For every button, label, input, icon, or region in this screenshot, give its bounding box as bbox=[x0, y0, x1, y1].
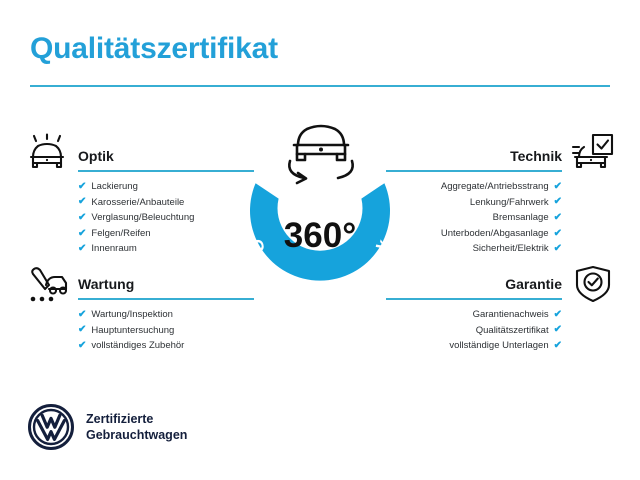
list-item-label: Unterboden/Abgasanlage bbox=[440, 227, 549, 239]
list-item: Sicherheit/Elektrik ✔ bbox=[386, 241, 562, 257]
section-divider bbox=[386, 170, 562, 172]
list-item-label: vollständige Unterlagen bbox=[449, 340, 549, 352]
list-item: Qualitätszertifikat ✔ bbox=[386, 323, 562, 339]
section-header: Garantie bbox=[386, 274, 562, 300]
check-icon: ✔ bbox=[78, 211, 87, 223]
section-title: Optik bbox=[78, 148, 114, 164]
list-item-label: Innenraum bbox=[91, 243, 137, 255]
checklist: Aggregate/Antriebsstrang ✔ Lenkung/Fahrwe… bbox=[386, 179, 562, 257]
section-divider bbox=[386, 298, 562, 300]
check-icon: ✔ bbox=[553, 243, 562, 255]
list-item-label: Karosserie/Anbauteile bbox=[91, 196, 185, 208]
check-icon: ✔ bbox=[78, 324, 87, 336]
check-icon: ✔ bbox=[553, 308, 562, 320]
section-wartung: Wartung ✔ Wartung/Inspektion ✔ Hauptunters… bbox=[78, 274, 254, 354]
list-item-label: Hauptuntersuchung bbox=[91, 324, 175, 336]
checklist: Garantienachweis ✔ Qualitätszertifikat ✔ v… bbox=[386, 307, 562, 354]
list-item: ✔ vollständiges Zubehör bbox=[78, 338, 254, 354]
check-icon: ✔ bbox=[553, 324, 562, 336]
checklist: ✔ Lackierung ✔ Karosserie/Anbauteile ✔ Verg… bbox=[78, 179, 254, 257]
list-item-label: Wartung/Inspektion bbox=[91, 309, 173, 320]
section-divider bbox=[78, 298, 254, 300]
page-title: Qualitätszertifikat bbox=[30, 32, 278, 65]
footer-line-2: Gebrauchtwagen bbox=[86, 428, 188, 442]
badge-ring bbox=[250, 183, 390, 281]
list-item: ✔ Wartung/Inspektion bbox=[78, 307, 254, 323]
list-item: ✔ Hauptuntersuchung bbox=[78, 323, 254, 339]
list-item-label: Lackierung bbox=[91, 181, 138, 192]
check-icon: ✔ bbox=[78, 196, 87, 208]
list-item-label: vollständiges Zubehör bbox=[91, 340, 185, 352]
car-rotate-icon bbox=[288, 124, 354, 185]
list-item-label: Felgen/Reifen bbox=[91, 227, 151, 239]
check-icon: ✔ bbox=[78, 243, 87, 255]
checklist: ✔ Wartung/Inspektion ✔ Hauptuntersuchung ✔… bbox=[78, 307, 254, 354]
list-item-label: Qualitätszertifikat bbox=[475, 324, 549, 336]
list-item: vollständige Unterlagen ✔ bbox=[386, 338, 562, 354]
car-wrench-icon bbox=[24, 263, 70, 305]
list-item-label: Verglasung/Beleuchtung bbox=[91, 212, 195, 224]
list-item-label: Lenkung/Fahrwerk bbox=[469, 196, 549, 208]
section-header: Wartung bbox=[78, 274, 254, 300]
section-optik: Optik ✔ Lackierung ✔ Karosserie/Anbauteile… bbox=[78, 146, 254, 257]
list-item: ✔ Lackierung bbox=[78, 179, 254, 195]
section-title: Garantie bbox=[505, 276, 562, 292]
footer-text: Zertifizierte Gebrauchtwagen bbox=[86, 411, 187, 443]
car-shine-icon bbox=[24, 133, 70, 175]
list-item: ✔ Karosserie/Anbauteile bbox=[78, 195, 254, 211]
list-item: Aggregate/Antriebsstrang ✔ bbox=[386, 179, 562, 195]
list-item-label: Bremsanlage bbox=[492, 212, 549, 224]
list-item: ✔ Verglasung/Beleuchtung bbox=[78, 210, 254, 226]
check-icon: ✔ bbox=[553, 227, 562, 239]
check-icon: ✔ bbox=[553, 211, 562, 223]
list-item-label: Garantienachweis bbox=[472, 309, 549, 320]
list-item: Bremsanlage ✔ bbox=[386, 210, 562, 226]
section-header: Technik bbox=[386, 146, 562, 172]
section-header: Optik bbox=[78, 146, 254, 172]
check-icon: ✔ bbox=[553, 180, 562, 192]
check-icon: ✔ bbox=[78, 227, 87, 239]
car-checkbox-icon bbox=[568, 133, 614, 175]
footer-line-1: Zertifizierte bbox=[86, 412, 154, 426]
header-divider bbox=[30, 85, 610, 87]
list-item-label: Sicherheit/Elektrik bbox=[472, 243, 549, 255]
vw-logo bbox=[28, 404, 74, 450]
check-icon: ✔ bbox=[78, 180, 87, 192]
section-divider bbox=[78, 170, 254, 172]
list-item: ✔ Innenraum bbox=[78, 241, 254, 257]
check-icon: ✔ bbox=[553, 339, 562, 351]
check-icon: ✔ bbox=[553, 196, 562, 208]
check-icon: ✔ bbox=[78, 339, 87, 351]
list-item: Lenkung/Fahrwerk ✔ bbox=[386, 195, 562, 211]
list-item: Garantienachweis ✔ bbox=[386, 307, 562, 323]
shield-check-icon bbox=[570, 263, 616, 305]
check-icon: ✔ bbox=[78, 308, 87, 320]
section-technik: Technik Aggregate/Antriebsstrang ✔ Lenkun… bbox=[386, 146, 562, 257]
badge-value: 360° bbox=[284, 216, 356, 255]
list-item-label: Aggregate/Antriebsstrang bbox=[440, 181, 549, 192]
section-title: Technik bbox=[510, 148, 562, 164]
section-garantie: Garantie Garantienachweis ✔ Qualitätszert… bbox=[386, 274, 562, 354]
list-item: Unterboden/Abgasanlage ✔ bbox=[386, 226, 562, 242]
list-item: ✔ Felgen/Reifen bbox=[78, 226, 254, 242]
footer-brand: Zertifizierte Gebrauchtwagen bbox=[28, 404, 187, 450]
badge-360-gebrauchtwagen-check: Gebrauchtwagen-Check 360° bbox=[228, 120, 413, 320]
section-title: Wartung bbox=[78, 276, 135, 292]
